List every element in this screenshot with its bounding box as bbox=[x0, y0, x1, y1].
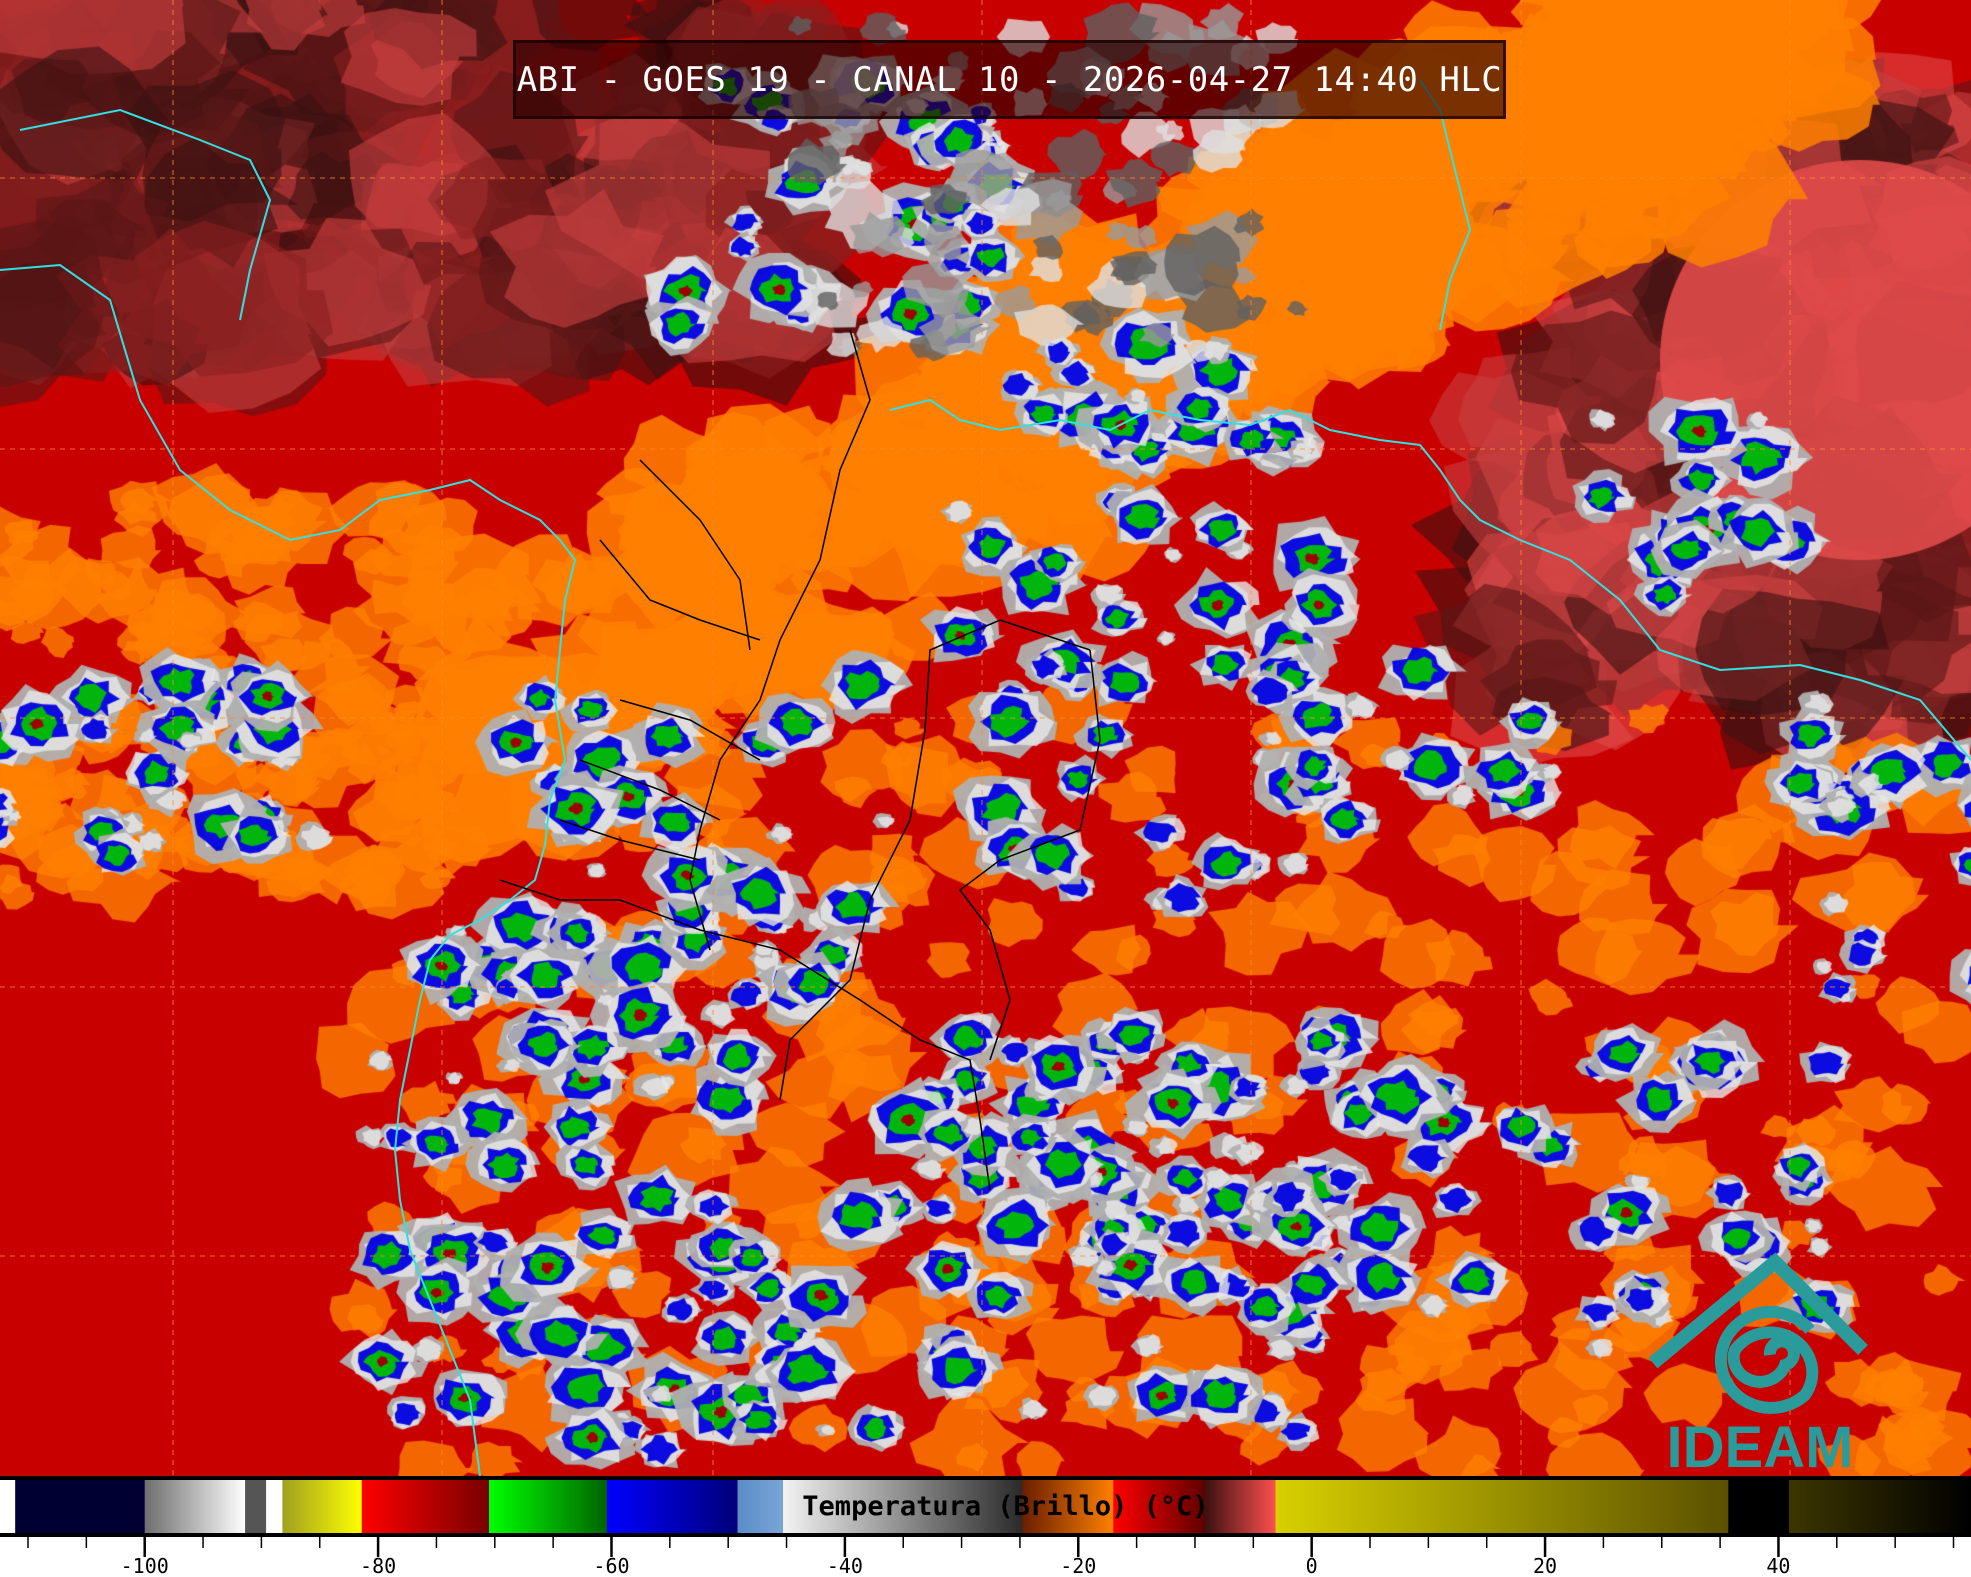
colorbar-label: Temperatura (Brillo) (°C) bbox=[802, 1491, 1209, 1522]
border-venezuela-brazil bbox=[958, 649, 1101, 1061]
country-borders bbox=[499, 329, 1101, 1191]
colorbar-segment bbox=[606, 1480, 739, 1533]
logo-spiral-icon bbox=[1714, 1305, 1819, 1414]
colorbar-segment bbox=[783, 1480, 1023, 1533]
coastline-yucatan bbox=[19, 108, 272, 321]
lat-lon-grid bbox=[0, 0, 1971, 1476]
logo-ideam: IDEAM bbox=[1648, 1252, 1868, 1476]
tick-label: 0 bbox=[1306, 1554, 1318, 1577]
tick-label: -20 bbox=[1060, 1554, 1096, 1577]
coastline-central-america bbox=[0, 263, 577, 1476]
border-colombia-peru-ecuador bbox=[499, 879, 991, 1191]
colorbar-segment bbox=[1022, 1480, 1114, 1533]
colorbar-segment bbox=[282, 1480, 363, 1533]
map-overlay: IDEAM bbox=[0, 0, 1971, 1476]
colorbar-segment bbox=[1204, 1480, 1276, 1533]
temperature-colorbar bbox=[0, 1480, 1971, 1533]
logo-roof-icon bbox=[1648, 1252, 1868, 1369]
coastlines bbox=[0, 79, 1971, 1476]
border-colombia-brazil bbox=[779, 619, 1091, 1101]
tick-label: 40 bbox=[1766, 1554, 1790, 1577]
colorbar-segment bbox=[737, 1480, 784, 1533]
tick-label: -60 bbox=[593, 1554, 629, 1577]
tick-label: 20 bbox=[1533, 1554, 1557, 1577]
colorbar-segment bbox=[1113, 1480, 1205, 1533]
colorbar-segment bbox=[361, 1480, 490, 1533]
satellite-infrared-map bbox=[0, 0, 1971, 1476]
image-title: ABI - GOES 19 - CANAL 10 - 2026-04-27 14… bbox=[516, 59, 1503, 100]
colorbar-segment bbox=[1788, 1480, 1971, 1533]
colombia-departments bbox=[559, 459, 761, 861]
colorbar-segment bbox=[245, 1480, 267, 1533]
tick-label: -80 bbox=[360, 1554, 396, 1577]
title-banner: ABI - GOES 19 - CANAL 10 - 2026-04-27 14… bbox=[513, 40, 1506, 119]
colorbar-segment bbox=[0, 1480, 16, 1533]
colorbar-segment bbox=[144, 1480, 246, 1533]
tick-label: -100 bbox=[121, 1554, 169, 1577]
colorbar-segment bbox=[488, 1480, 608, 1533]
border-colombia-venezuela bbox=[689, 329, 871, 951]
colorbar-segment bbox=[1728, 1480, 1790, 1533]
colorbar-segment bbox=[266, 1480, 283, 1533]
colorbar-segment bbox=[15, 1480, 146, 1533]
colorbar-segment bbox=[1275, 1480, 1729, 1533]
coastline-caribbean bbox=[889, 398, 1971, 761]
colorbar-axis: -100 -80 -60 -40 -20 0 20 40 bbox=[27, 1537, 1955, 1577]
logo-text: IDEAM bbox=[1667, 1415, 1854, 1476]
tick-label: -40 bbox=[827, 1554, 863, 1577]
